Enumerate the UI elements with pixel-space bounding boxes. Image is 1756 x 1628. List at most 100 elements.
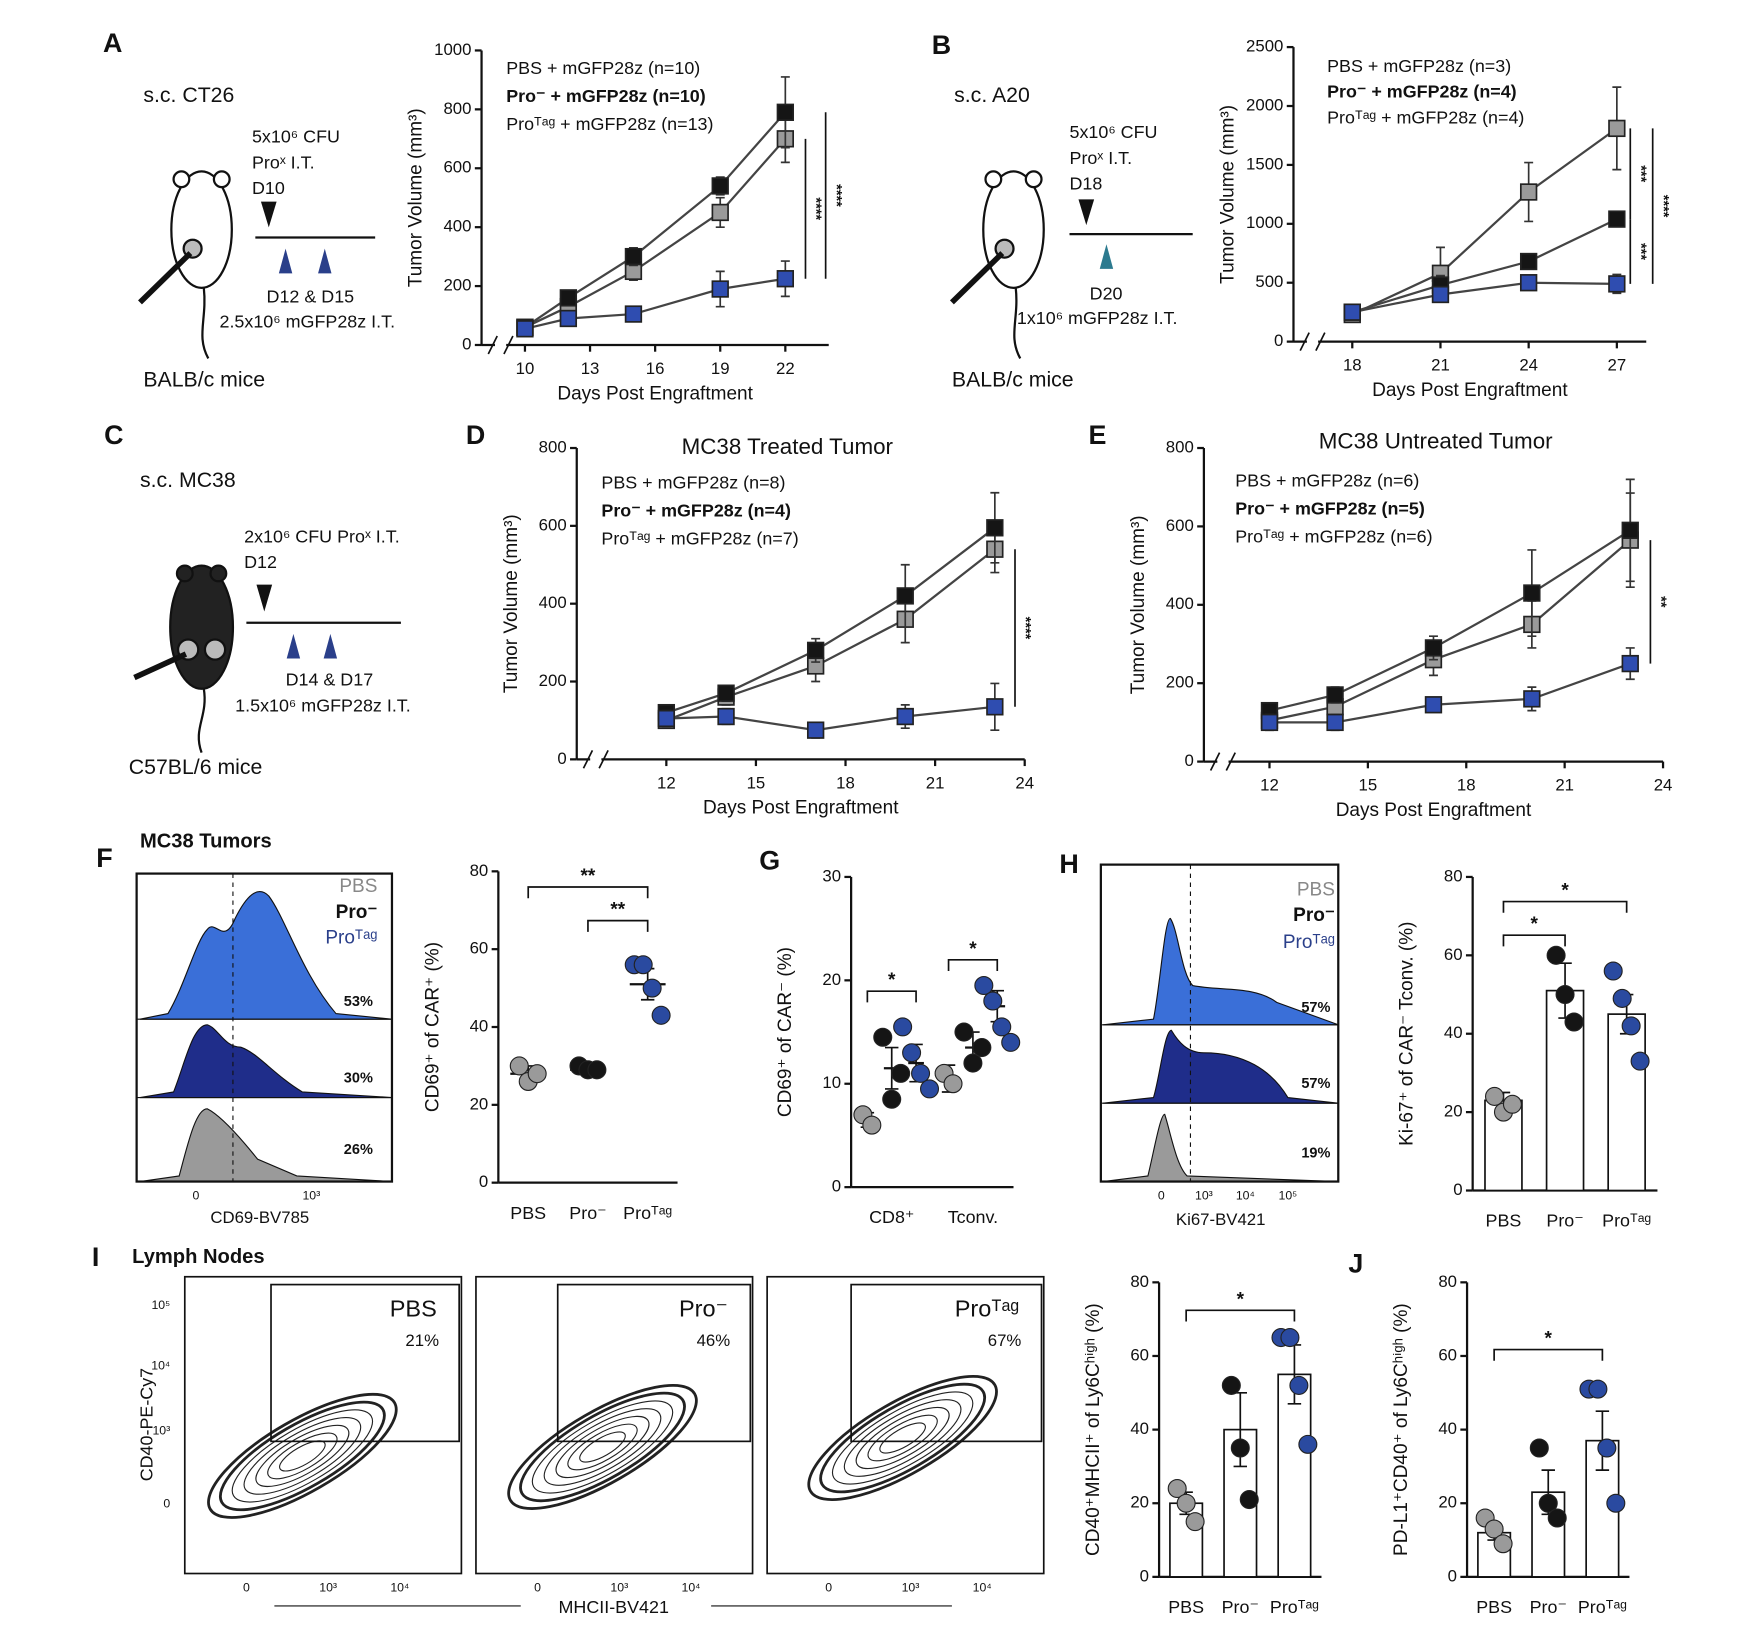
series-line (1351, 218, 1618, 314)
x-tick-label: CD8⁺ (869, 1207, 914, 1227)
model-label: s.c. MC38 (140, 468, 236, 492)
panel-label: I (92, 1242, 99, 1272)
y-tick-label: 0 (557, 749, 566, 768)
gate-percent: 21% (405, 1331, 439, 1350)
y-tick-label: 60 (470, 939, 489, 958)
y-tick-label: 20 (1438, 1493, 1457, 1512)
x-tick-label: Proᵀᵃᵍ (1578, 1597, 1627, 1617)
histogram-frame (135, 872, 394, 1183)
gate (270, 1283, 460, 1443)
x-tick-label: 21 (1555, 776, 1574, 795)
axis-break (1299, 332, 1326, 351)
x-tick-label: 0 (1158, 1188, 1165, 1202)
data-point (1239, 1490, 1259, 1510)
x-tick-label: 10³ (610, 1580, 628, 1594)
x-tick-label: Pro⁻ (1222, 1597, 1259, 1617)
x-tick-label: 0 (193, 1188, 200, 1202)
data-point (1621, 1016, 1641, 1036)
contour-line (819, 1382, 987, 1494)
data-point (509, 1056, 529, 1076)
x-tick-label: 0 (534, 1580, 541, 1594)
data-point (1519, 183, 1538, 201)
data-point (1326, 713, 1344, 732)
treatment-text: 2.5x10⁶ mGFP28z I.T. (220, 311, 396, 331)
y-tick-label: 200 (539, 671, 567, 690)
panel-label: C (104, 420, 123, 450)
x-tick-label: 0 (825, 1580, 832, 1594)
y-axis-label: CD40⁺MHCII⁺ of Ly6Cʰⁱᵍʰ (%) (1083, 1303, 1104, 1556)
axis-break-gap (494, 336, 507, 354)
x-tick-label: 16 (646, 359, 665, 378)
significance-label: * (1237, 1289, 1245, 1310)
significance-label: *** (1633, 243, 1649, 260)
data-point (1529, 1438, 1549, 1458)
panel-label: B (932, 30, 951, 60)
y-tick-label: 2500 (1246, 37, 1283, 56)
legend-entry: Pro⁻ (336, 902, 378, 923)
data-point (1431, 285, 1450, 304)
x-axis-label: Days Post Engraftment (557, 383, 753, 404)
treatment-text: 1.5x10⁶ mGFP28z I.T. (235, 695, 411, 715)
data-point (882, 1089, 902, 1109)
x-tick-label: 10 (516, 359, 535, 378)
x-tick-label: 15 (1359, 776, 1378, 795)
x-tick-label: Pro⁻ (1530, 1597, 1567, 1617)
significance-label: ** (581, 866, 596, 887)
x-axis-label: MHCII-BV421 (558, 1597, 668, 1617)
legend-entry: PBS + mGFP28z (n=6) (1235, 470, 1419, 490)
data-point (717, 684, 735, 702)
legend-entry: PBS (1297, 879, 1335, 900)
y-tick-label: 60 (1130, 1345, 1149, 1364)
gate-percent: 57% (1301, 1000, 1330, 1016)
gate (850, 1283, 1043, 1443)
data-point (1523, 584, 1541, 602)
y-axis-label: PD-L1⁺CD40⁺ of Ly6Cʰⁱᵍʰ (%) (1391, 1303, 1412, 1556)
data-point (516, 320, 534, 338)
legend-entry: PBS (339, 876, 377, 897)
y-tick-label: 10³ (152, 1424, 170, 1438)
data-point (1606, 1493, 1626, 1513)
gate-percent: 26% (344, 1142, 373, 1158)
y-tick-label: 400 (539, 593, 567, 612)
data-point (624, 305, 643, 323)
mouse-icon (949, 170, 1045, 359)
x-tick-label: Proᵀᵃᵍ (1270, 1597, 1319, 1617)
panel-label: E (1089, 420, 1107, 450)
y-tick-label: 800 (1166, 437, 1194, 456)
bar (1607, 1013, 1646, 1192)
legend-entry: Pro⁻ + mGFP28z (n=10) (506, 86, 706, 106)
y-tick-label: 0 (1453, 1180, 1462, 1199)
flow-histogram (1099, 863, 1340, 1183)
x-tick-label: PBS (1476, 1597, 1512, 1617)
mouse-icon (133, 564, 235, 754)
data-point (1612, 988, 1632, 1008)
axis-break (487, 335, 514, 355)
gate-percent: 57% (1301, 1076, 1330, 1092)
flow-histogram (135, 872, 394, 1183)
data-point (943, 1074, 963, 1094)
legend-entry: PBS + mGFP28z (n=8) (601, 473, 785, 493)
x-tick-label: 10⁴ (681, 1580, 700, 1594)
contour-line (507, 1383, 698, 1510)
data-point (1621, 521, 1639, 540)
data-point (911, 1063, 931, 1083)
significance-bracket (527, 886, 649, 899)
data-point (1298, 1434, 1318, 1454)
legend-entry: PBS + mGFP28z (n=10) (506, 58, 700, 78)
data-point (1502, 1094, 1522, 1114)
data-point (1621, 654, 1639, 673)
gate-percent: 19% (1301, 1145, 1330, 1161)
y-tick-label: 10 (822, 1073, 841, 1092)
contour-line (543, 1408, 662, 1486)
error-bar (884, 1046, 899, 1090)
data-point (986, 519, 1004, 537)
contour-line (831, 1391, 974, 1485)
y-tick-label: 0 (1140, 1566, 1149, 1585)
legend-entry: PBS + mGFP28z (n=3) (1327, 56, 1511, 76)
treatment-text: 1x10⁶ mGFP28z I.T. (1017, 308, 1178, 328)
data-point (1424, 696, 1443, 714)
contour-line (555, 1415, 650, 1479)
data-point (1555, 985, 1575, 1005)
data-point (1603, 961, 1623, 981)
